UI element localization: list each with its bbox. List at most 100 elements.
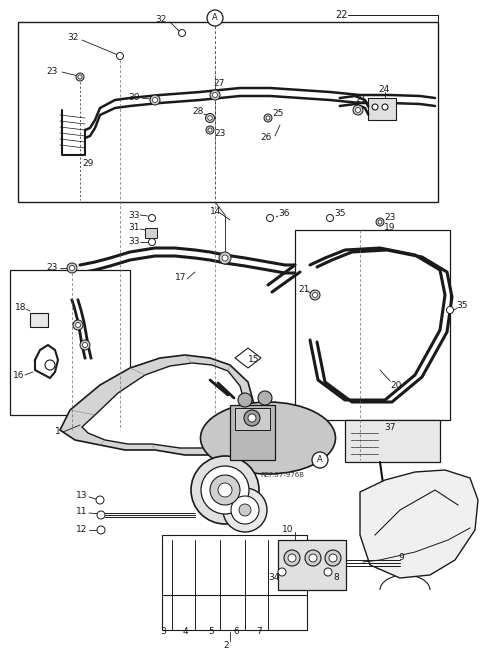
Circle shape — [205, 113, 215, 123]
Circle shape — [312, 293, 317, 298]
Bar — [368, 98, 396, 120]
Text: ━━━━━━━━━━: ━━━━━━━━━━ — [350, 451, 379, 457]
Text: ━━━━━━━━━━: ━━━━━━━━━━ — [350, 445, 379, 449]
Text: 11: 11 — [76, 508, 87, 516]
Text: 33: 33 — [128, 237, 140, 247]
Text: ━━━━━━━━━━: ━━━━━━━━━━ — [350, 430, 379, 436]
Text: 16: 16 — [13, 371, 24, 380]
Circle shape — [73, 320, 83, 330]
Circle shape — [376, 218, 384, 226]
Text: 32: 32 — [67, 33, 78, 43]
Text: 24: 24 — [378, 85, 389, 94]
Circle shape — [117, 52, 123, 60]
Circle shape — [372, 104, 378, 110]
Circle shape — [278, 568, 286, 576]
Text: 23: 23 — [46, 264, 58, 272]
Bar — [30, 313, 48, 327]
Bar — [162, 535, 307, 630]
Circle shape — [310, 290, 320, 300]
Circle shape — [356, 108, 360, 112]
Text: 23: 23 — [46, 68, 58, 77]
Circle shape — [70, 266, 74, 270]
Text: 23: 23 — [384, 213, 396, 222]
Text: 28: 28 — [192, 108, 204, 117]
Ellipse shape — [201, 402, 336, 474]
Circle shape — [78, 75, 82, 79]
Circle shape — [213, 92, 217, 98]
Circle shape — [219, 252, 231, 264]
Polygon shape — [82, 363, 246, 448]
Bar — [10, 270, 130, 415]
Circle shape — [96, 496, 104, 504]
Text: 30: 30 — [128, 94, 140, 102]
Circle shape — [76, 73, 84, 81]
Text: 7: 7 — [256, 628, 262, 636]
Bar — [230, 405, 275, 460]
Text: 32: 32 — [155, 16, 167, 24]
Text: 21: 21 — [298, 285, 310, 295]
Circle shape — [329, 554, 337, 562]
Circle shape — [231, 496, 259, 524]
Circle shape — [179, 30, 185, 37]
Circle shape — [248, 414, 256, 422]
Text: 5: 5 — [208, 628, 214, 636]
Circle shape — [446, 306, 454, 314]
Circle shape — [284, 550, 300, 566]
Bar — [18, 22, 438, 202]
Bar — [235, 408, 270, 430]
Text: 1: 1 — [55, 428, 61, 436]
Polygon shape — [360, 470, 478, 578]
Text: 8: 8 — [333, 573, 339, 583]
Circle shape — [244, 410, 260, 426]
Text: 17: 17 — [175, 274, 187, 283]
Text: 4: 4 — [183, 628, 189, 636]
Text: 18: 18 — [15, 304, 26, 312]
Text: A: A — [317, 455, 323, 464]
Text: 10: 10 — [282, 525, 293, 535]
Circle shape — [324, 568, 332, 576]
Circle shape — [148, 215, 156, 222]
Circle shape — [191, 456, 259, 524]
Circle shape — [238, 393, 252, 407]
Circle shape — [208, 128, 212, 132]
Text: 23: 23 — [214, 129, 226, 138]
Circle shape — [45, 360, 55, 370]
Circle shape — [288, 554, 296, 562]
Text: A: A — [212, 14, 218, 22]
Circle shape — [382, 104, 388, 110]
Text: 35: 35 — [334, 209, 346, 218]
Text: 29: 29 — [82, 159, 94, 167]
Text: 26: 26 — [260, 134, 271, 142]
Text: 34: 34 — [268, 573, 279, 583]
Polygon shape — [60, 355, 255, 455]
Text: 27: 27 — [213, 79, 224, 87]
Text: 12: 12 — [76, 525, 87, 535]
Circle shape — [264, 114, 272, 122]
Circle shape — [150, 95, 160, 105]
Circle shape — [223, 488, 267, 532]
Circle shape — [67, 263, 77, 273]
Text: 6: 6 — [233, 628, 239, 636]
Circle shape — [207, 10, 223, 26]
Circle shape — [210, 475, 240, 505]
Text: 20: 20 — [390, 380, 401, 390]
Circle shape — [148, 239, 156, 245]
Circle shape — [97, 511, 105, 519]
Bar — [145, 228, 157, 238]
Text: 19: 19 — [384, 224, 396, 232]
Circle shape — [239, 504, 251, 516]
Circle shape — [353, 105, 363, 115]
Circle shape — [312, 452, 328, 468]
Text: 25: 25 — [272, 108, 283, 117]
Text: 14: 14 — [210, 207, 221, 216]
Bar — [345, 420, 440, 462]
Circle shape — [80, 340, 90, 350]
Circle shape — [325, 550, 341, 566]
Circle shape — [75, 323, 81, 327]
Text: 37: 37 — [384, 424, 396, 432]
Text: 22: 22 — [335, 10, 348, 20]
Circle shape — [210, 90, 220, 100]
Text: 35: 35 — [456, 302, 468, 310]
Text: 21: 21 — [355, 96, 366, 104]
Circle shape — [378, 220, 382, 224]
